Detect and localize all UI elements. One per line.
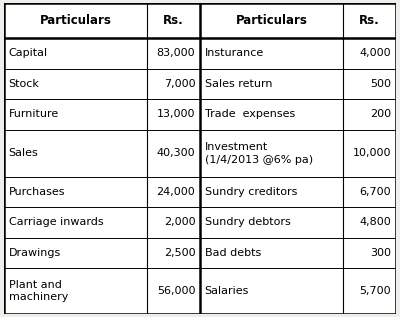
Text: 300: 300 bbox=[370, 248, 391, 258]
Text: Investment
(1/4/2013 @6% pa): Investment (1/4/2013 @6% pa) bbox=[205, 142, 313, 165]
Text: Rs.: Rs. bbox=[359, 14, 380, 27]
Text: Carriage inwards: Carriage inwards bbox=[9, 217, 103, 228]
Text: Rs.: Rs. bbox=[163, 14, 184, 27]
Text: Particulars: Particulars bbox=[236, 14, 308, 27]
Text: Sales: Sales bbox=[9, 148, 38, 158]
Text: 10,000: 10,000 bbox=[353, 148, 391, 158]
Text: 40,300: 40,300 bbox=[157, 148, 195, 158]
Text: Insturance: Insturance bbox=[205, 49, 264, 58]
Text: Drawings: Drawings bbox=[9, 248, 61, 258]
Text: Furniture: Furniture bbox=[9, 109, 59, 119]
Text: Purchases: Purchases bbox=[9, 187, 65, 197]
Text: 5,700: 5,700 bbox=[360, 286, 391, 296]
Text: Bad debts: Bad debts bbox=[205, 248, 261, 258]
Text: 13,000: 13,000 bbox=[157, 109, 195, 119]
Text: 6,700: 6,700 bbox=[360, 187, 391, 197]
Text: Capital: Capital bbox=[9, 49, 48, 58]
Text: Sales return: Sales return bbox=[205, 79, 272, 89]
Text: 56,000: 56,000 bbox=[157, 286, 195, 296]
Text: Particulars: Particulars bbox=[40, 14, 112, 27]
Text: Plant and
machinery: Plant and machinery bbox=[9, 280, 68, 302]
Text: 200: 200 bbox=[370, 109, 391, 119]
Text: Sundry creditors: Sundry creditors bbox=[205, 187, 297, 197]
Text: 7,000: 7,000 bbox=[164, 79, 195, 89]
Text: Stock: Stock bbox=[9, 79, 40, 89]
Text: Salaries: Salaries bbox=[205, 286, 249, 296]
Text: 83,000: 83,000 bbox=[157, 49, 195, 58]
Text: 2,000: 2,000 bbox=[164, 217, 195, 228]
Text: Trade  expenses: Trade expenses bbox=[205, 109, 295, 119]
Text: 4,800: 4,800 bbox=[360, 217, 391, 228]
Text: Sundry debtors: Sundry debtors bbox=[205, 217, 290, 228]
Text: 2,500: 2,500 bbox=[164, 248, 195, 258]
Text: 4,000: 4,000 bbox=[360, 49, 391, 58]
Text: 24,000: 24,000 bbox=[156, 187, 195, 197]
Text: 500: 500 bbox=[370, 79, 391, 89]
